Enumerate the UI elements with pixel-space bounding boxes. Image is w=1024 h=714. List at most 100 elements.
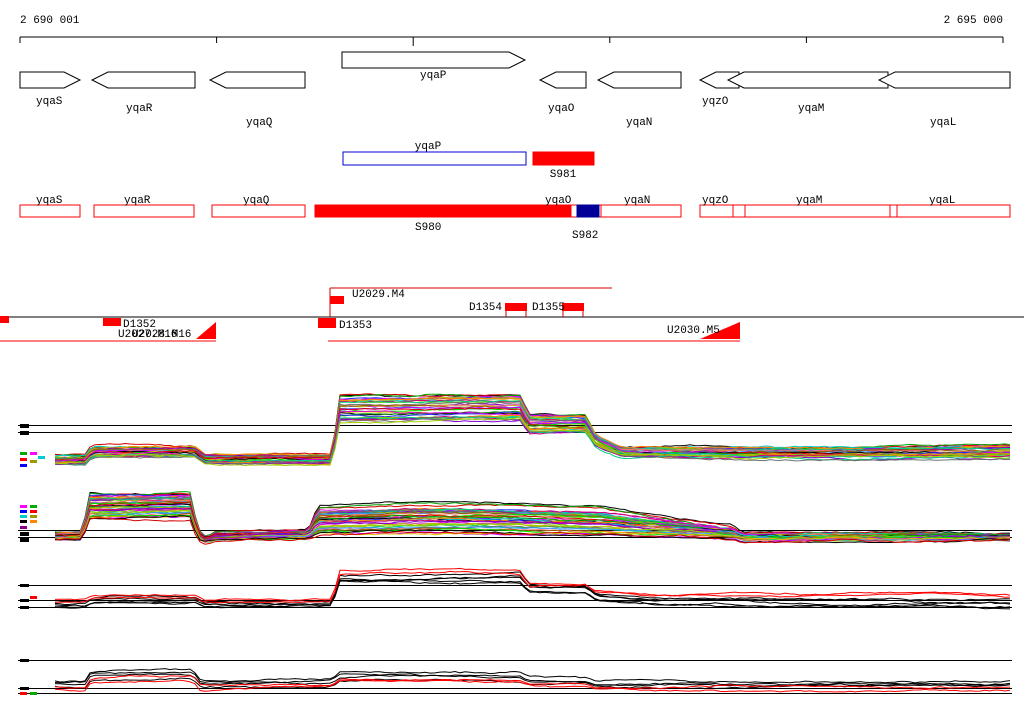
condition-mark bbox=[20, 520, 27, 523]
condition-mark bbox=[20, 584, 29, 587]
ruler-end-label: 2 695 000 bbox=[944, 15, 1003, 27]
expression-trace bbox=[55, 673, 1011, 686]
coordinate-ruler bbox=[19, 36, 1004, 46]
gene-arrow-yqaL[interactable] bbox=[877, 71, 1011, 89]
segment-box-2[interactable] bbox=[211, 204, 306, 218]
feature-label-S981: S981 bbox=[550, 169, 577, 181]
gene-arrow-yqaP[interactable] bbox=[341, 51, 527, 69]
D1354-box[interactable] bbox=[505, 303, 527, 311]
condition-mark bbox=[30, 505, 37, 508]
gene-label-yqaM: yqaM bbox=[798, 103, 824, 115]
shift-label-U2028.M16: U2028.M16 bbox=[132, 329, 191, 341]
condition-mark bbox=[30, 520, 37, 523]
condition-mark bbox=[20, 687, 29, 690]
expression-trace bbox=[54, 671, 1011, 687]
shift-label-D1353: D1353 bbox=[339, 320, 372, 332]
U2030.M5-flag[interactable] bbox=[700, 322, 740, 339]
condition-mark bbox=[20, 458, 27, 461]
shift-label-D1355: D1355 bbox=[532, 302, 565, 314]
gene-label-yqaP: yqaP bbox=[420, 70, 447, 82]
shift-label-D1352: D1352 bbox=[123, 319, 156, 331]
condition-mark bbox=[30, 510, 37, 513]
condition-mark bbox=[20, 599, 29, 602]
expression-trace bbox=[54, 580, 1011, 610]
gene-label-yqaO: yqaO bbox=[548, 103, 575, 115]
condition-mark bbox=[20, 659, 29, 662]
expression-trace bbox=[54, 515, 1011, 542]
condition-mark bbox=[38, 456, 45, 459]
gene-label-yqaN: yqaN bbox=[626, 117, 652, 129]
condition-mark bbox=[30, 460, 37, 463]
condition-mark bbox=[20, 692, 27, 695]
segment-S980[interactable] bbox=[314, 204, 572, 218]
condition-mark bbox=[20, 424, 29, 428]
feature-label-yqaP: yqaP bbox=[415, 141, 442, 153]
expression-trace bbox=[54, 571, 1011, 603]
gene-label-yqaR: yqaR bbox=[126, 103, 153, 115]
gene-label-yqzO: yqzO bbox=[702, 96, 729, 108]
shift-label-U2030.M5: U2030.M5 bbox=[667, 325, 720, 337]
condition-mark bbox=[20, 464, 27, 467]
expression-trace bbox=[54, 674, 1011, 690]
D1352-box[interactable] bbox=[103, 318, 121, 326]
feature-S981[interactable] bbox=[532, 151, 595, 166]
segment-box-6[interactable] bbox=[600, 204, 682, 218]
expression-trace bbox=[54, 677, 1011, 690]
ruler-start-label: 2 690 001 bbox=[20, 15, 80, 27]
condition-mark bbox=[20, 526, 27, 529]
gene-arrow-yqaS[interactable] bbox=[19, 71, 82, 89]
gene-label-yqaL: yqaL bbox=[930, 117, 956, 129]
edge-shift-box[interactable] bbox=[0, 316, 9, 323]
shift-label-D1354: D1354 bbox=[469, 302, 502, 314]
condition-mark bbox=[20, 532, 29, 536]
condition-mark bbox=[30, 515, 37, 518]
gene-arrow-yqaQ[interactable] bbox=[208, 71, 306, 89]
segment-label-yqaL: yqaL bbox=[929, 195, 955, 207]
segment-box-1[interactable] bbox=[93, 204, 195, 218]
gene-label-yqaS: yqaS bbox=[36, 96, 63, 108]
transcript-feature-track: yqaP S981 bbox=[342, 141, 595, 181]
expression-trace bbox=[54, 678, 1011, 693]
segment-label-S982: S982 bbox=[572, 230, 598, 242]
segment-S982[interactable] bbox=[576, 204, 600, 218]
segment-label-yqaM: yqaM bbox=[796, 195, 822, 207]
condition-mark bbox=[20, 510, 27, 513]
condition-mark bbox=[20, 515, 27, 518]
condition-mark bbox=[30, 692, 37, 695]
shift-label-U2029.M4: U2029.M4 bbox=[352, 289, 405, 301]
expression-trace bbox=[54, 567, 1011, 602]
segment-label-yqaN: yqaN bbox=[624, 195, 650, 207]
segment-label-yqzO: yqzO bbox=[702, 195, 729, 207]
expression-trace bbox=[54, 417, 1011, 467]
segment-label-yqaQ: yqaQ bbox=[243, 195, 270, 207]
condition-mark bbox=[30, 452, 37, 455]
D1353-box[interactable] bbox=[318, 318, 336, 328]
condition-mark bbox=[20, 452, 27, 455]
expression-trace bbox=[54, 570, 1011, 604]
segment-box-0[interactable] bbox=[19, 204, 81, 218]
segment-box-11[interactable] bbox=[896, 204, 1011, 218]
condition-mark bbox=[20, 431, 29, 435]
gene-arrow-yqaM[interactable] bbox=[726, 71, 889, 89]
U2029.M4-box[interactable] bbox=[330, 296, 344, 304]
D1355-box[interactable] bbox=[562, 303, 584, 311]
gene-arrow-yqaN[interactable] bbox=[596, 71, 682, 89]
expression-trace bbox=[54, 668, 1011, 684]
segment-label-yqaO: yqaO bbox=[545, 195, 572, 207]
condition-mark bbox=[20, 505, 27, 508]
expression-profile-panels bbox=[18, 393, 1012, 695]
segment-track: yqaS yqaR yqaQ yqaO yqaN yqzO yqaM yqaL S980 S982 bbox=[19, 195, 1011, 242]
feature-yqaP[interactable] bbox=[342, 151, 527, 166]
segment-label-S980: S980 bbox=[415, 222, 441, 234]
segment-box-10[interactable] bbox=[889, 204, 898, 218]
gene-arrow-yqaR[interactable] bbox=[90, 71, 196, 89]
condition-mark bbox=[20, 538, 29, 542]
expression-trace bbox=[54, 517, 1011, 545]
shift-label-U2027.M16: U2027.M16 bbox=[118, 329, 177, 341]
segment-box-8[interactable] bbox=[732, 204, 746, 218]
U2028.M16-flag[interactable] bbox=[196, 322, 216, 339]
gene-arrow-yqaO[interactable] bbox=[538, 71, 587, 89]
segment-label-yqaS: yqaS bbox=[36, 195, 63, 207]
